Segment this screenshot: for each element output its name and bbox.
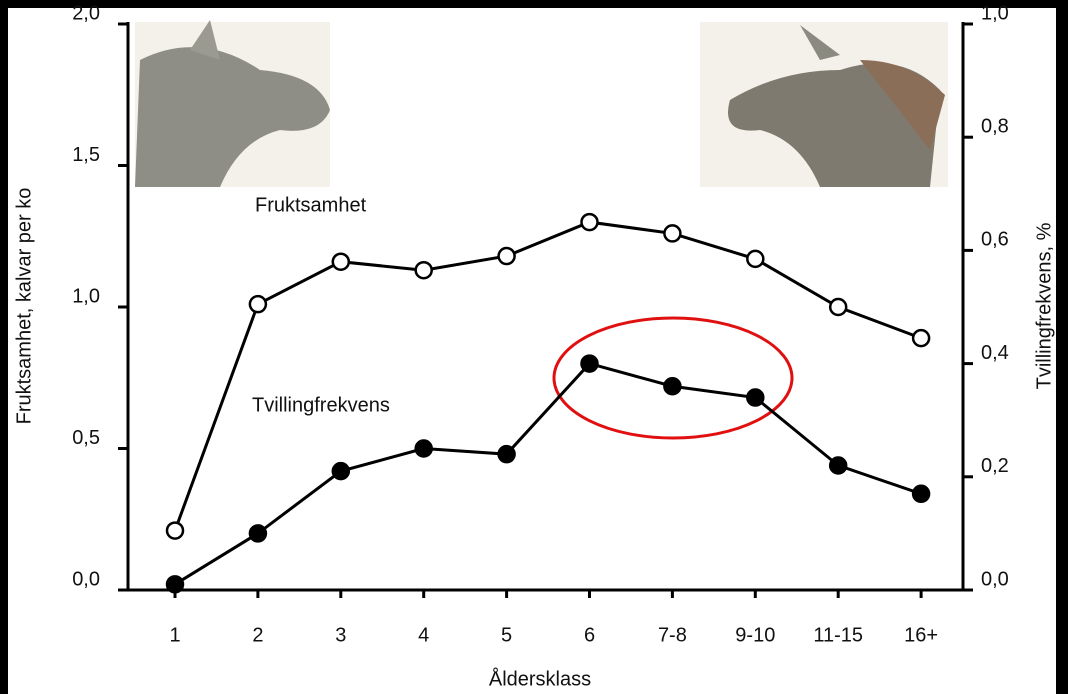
y2-tick-label: 0,2 — [981, 455, 1009, 477]
x-tick-label: 2 — [252, 624, 263, 646]
y-axis-label: Fruktsamhet, kalvar per ko — [13, 188, 35, 425]
y2-tick-label: 1,0 — [981, 2, 1009, 24]
y-tick-label: 0,5 — [72, 427, 100, 449]
series-label: Tvillingfrekvens — [252, 394, 390, 416]
data-point — [333, 254, 349, 270]
data-point — [250, 525, 266, 541]
moose-right — [700, 22, 948, 187]
y-tick-label: 2,0 — [72, 2, 100, 24]
y-tick-label: 1,0 — [72, 285, 100, 307]
x-tick-label: 16+ — [904, 624, 938, 646]
data-point — [913, 486, 929, 502]
data-point — [747, 251, 763, 267]
x-tick-label: 4 — [418, 624, 429, 646]
data-point — [333, 463, 349, 479]
data-point — [499, 446, 515, 462]
data-point — [582, 214, 598, 230]
data-point — [664, 378, 680, 394]
y-tick-label: 0,0 — [72, 568, 100, 590]
x-tick-label: 3 — [335, 624, 346, 646]
y2-axis-label: Tvillingfrekvens, % — [1033, 222, 1055, 389]
data-point — [167, 523, 183, 539]
data-point — [582, 356, 598, 372]
page: Fruktsamhet, kalvar per ko Tvillingfrekv… — [0, 0, 1068, 694]
y2-tick-label: 0,8 — [981, 115, 1009, 137]
data-point — [913, 330, 929, 346]
data-point — [664, 225, 680, 241]
data-point — [747, 390, 763, 406]
x-axis-label: Åldersklass — [489, 667, 591, 690]
y-tick-label: 1,5 — [72, 144, 100, 166]
x-tick-label: 1 — [169, 624, 180, 646]
data-point — [499, 248, 515, 264]
y2-tick-label: 0,0 — [981, 568, 1009, 590]
series-label: Fruktsamhet — [255, 194, 367, 216]
moose-left — [135, 20, 330, 187]
data-point — [250, 296, 266, 312]
x-tick-label: 6 — [584, 624, 595, 646]
x-tick-label: 9-10 — [735, 624, 775, 646]
y2-tick-label: 0,6 — [981, 229, 1009, 251]
x-tick-label: 7-8 — [658, 624, 687, 646]
y2-tick-label: 0,4 — [981, 342, 1009, 364]
x-tick-label: 5 — [501, 624, 512, 646]
data-point — [167, 576, 183, 592]
x-tick-label: 11-15 — [813, 624, 863, 646]
data-point — [416, 262, 432, 278]
chart: Fruktsamhet, kalvar per ko Tvillingfrekv… — [0, 0, 1068, 694]
data-point — [416, 441, 432, 457]
data-point — [830, 457, 846, 473]
data-point — [830, 299, 846, 315]
